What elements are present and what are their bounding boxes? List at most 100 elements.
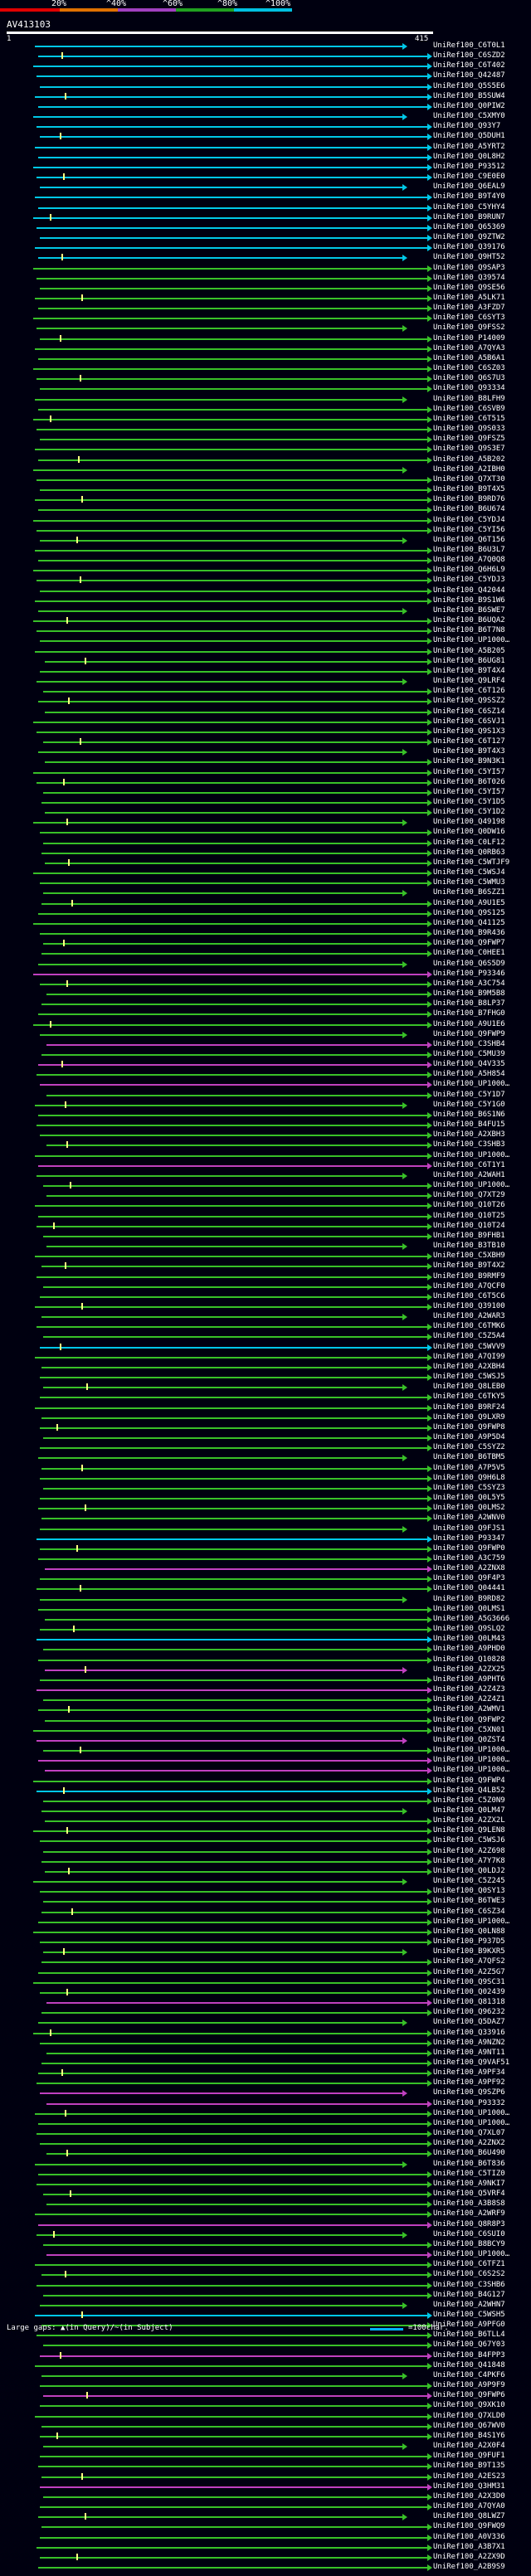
hit-label[interactable]: UniRef100_B8LP37 [433, 999, 505, 1009]
hit-label[interactable]: UniRef100_A7QI99 [433, 1352, 505, 1361]
hit-label[interactable]: UniRef100_Q41848 [433, 2360, 505, 2369]
hit-label[interactable]: UniRef100_A2WRF9 [433, 2209, 505, 2219]
hit-row[interactable]: UniRef100_B7FHG0 [0, 1009, 531, 1023]
hit-row[interactable]: UniRef100_C5YDJ3 [0, 576, 531, 589]
hit-row[interactable]: UniRef100_A2XBH4 [0, 1363, 531, 1376]
hit-row[interactable]: UniRef100_Q6T156 [0, 536, 531, 549]
hit-label[interactable]: UniRef100_Q33916 [433, 2028, 505, 2037]
hit-row[interactable]: UniRef100_A5G3666 [0, 1615, 531, 1628]
hit-row[interactable]: UniRef100_B9RD82 [0, 1595, 531, 1608]
hit-label[interactable]: UniRef100_Q9LRF4 [433, 677, 505, 686]
hit-label[interactable]: UniRef100_Q9FWP0 [433, 1543, 505, 1553]
hit-row[interactable]: UniRef100_C6SZ34 [0, 1908, 531, 1921]
hit-row[interactable]: UniRef100_Q49198 [0, 818, 531, 831]
hit-row[interactable]: UniRef100_C5SYZ3 [0, 1484, 531, 1497]
hit-label[interactable]: UniRef100_Q7XL07 [433, 2129, 505, 2138]
hit-row[interactable]: UniRef100_C6SZ03 [0, 364, 531, 377]
hit-label[interactable]: UniRef100_Q6H6L9 [433, 566, 505, 575]
hit-row[interactable]: UniRef100_A2ZX25 [0, 1665, 531, 1679]
hit-label[interactable]: UniRef100_UP1000… [433, 1766, 510, 1775]
hit-row[interactable]: UniRef100_B6T7N8 [0, 626, 531, 639]
hit-label[interactable]: UniRef100_C6T1Y1 [433, 1160, 505, 1169]
hit-row[interactable]: UniRef100_Q9SAP3 [0, 264, 531, 277]
hit-row[interactable]: UniRef100_Q9SSZ2 [0, 697, 531, 710]
hit-label[interactable]: UniRef100_B9RUN7 [433, 212, 505, 221]
hit-row[interactable]: UniRef100_A9PHD0 [0, 1645, 531, 1658]
hit-row[interactable]: UniRef100_Q0LMS1 [0, 1605, 531, 1618]
hit-label[interactable]: UniRef100_Q0ZST4 [433, 1735, 505, 1744]
hit-label[interactable]: UniRef100_A5B202 [433, 454, 505, 464]
hit-label[interactable]: UniRef100_C5WSJ6 [433, 1836, 505, 1845]
hit-row[interactable]: UniRef100_A7Y7K8 [0, 1857, 531, 1870]
hit-row[interactable]: UniRef100_Q9HT52 [0, 253, 531, 266]
hit-label[interactable]: UniRef100_Q6S5D9 [433, 959, 505, 968]
hit-row[interactable]: UniRef100_Q7XL07 [0, 2129, 531, 2142]
hit-label[interactable]: UniRef100_Q39176 [433, 243, 505, 252]
hit-row[interactable]: UniRef100_B6UG81 [0, 657, 531, 670]
hit-row[interactable]: UniRef100_Q9FWP8 [0, 1423, 531, 1436]
hit-label[interactable]: UniRef100_B9T4X2 [433, 1261, 505, 1271]
hit-row[interactable]: UniRef100_A9P5D4 [0, 1433, 531, 1446]
hit-row[interactable]: UniRef100_Q0SY13 [0, 1887, 531, 1900]
hit-label[interactable]: UniRef100_Q3HM31 [433, 2481, 505, 2491]
hit-row[interactable]: UniRef100_Q5DAZ7 [0, 2018, 531, 2031]
hit-label[interactable]: UniRef100_Q9SSZ2 [433, 697, 505, 706]
hit-row[interactable]: UniRef100_A9U1E6 [0, 1020, 531, 1033]
hit-row[interactable]: UniRef100_B8LFH9 [0, 395, 531, 408]
hit-row[interactable]: UniRef100_UP1000… [0, 1151, 531, 1164]
hit-row[interactable]: UniRef100_A7Q0Q8 [0, 556, 531, 569]
hit-label[interactable]: UniRef100_A5G3666 [433, 1614, 510, 1623]
hit-label[interactable]: UniRef100_Q0LN88 [433, 1927, 505, 1936]
hit-row[interactable]: UniRef100_C5YHY4 [0, 203, 531, 216]
hit-label[interactable]: UniRef100_B6U674 [433, 505, 505, 514]
hit-row[interactable]: UniRef100_B6TWE3 [0, 1897, 531, 1910]
hit-row[interactable]: UniRef100_Q9FWP0 [0, 1544, 531, 1558]
hit-label[interactable]: UniRef100_Q4LB52 [433, 1786, 505, 1795]
hit-label[interactable]: UniRef100_C6T0L1 [433, 41, 505, 50]
hit-label[interactable]: UniRef100_Q9FUF1 [433, 2452, 505, 2461]
hit-label[interactable]: UniRef100_A2Z698 [433, 1846, 505, 1855]
hit-label[interactable]: UniRef100_UP1000… [433, 2118, 510, 2127]
hit-label[interactable]: UniRef100_Q0LM43 [433, 1635, 505, 1644]
hit-row[interactable]: UniRef100_A2WAR3 [0, 1312, 531, 1325]
hit-row[interactable]: UniRef100_A2WNV0 [0, 1514, 531, 1527]
hit-label[interactable]: UniRef100_Q7XT30 [433, 474, 505, 484]
hit-row[interactable]: UniRef100_C5WVV9 [0, 1343, 531, 1356]
hit-row[interactable]: UniRef100_UP1000… [0, 1766, 531, 1779]
hit-label[interactable]: UniRef100_C5Y1D5 [433, 798, 505, 806]
hit-row[interactable]: UniRef100_UP1000… [0, 1917, 531, 1931]
hit-label[interactable]: UniRef100_Q6EAL9 [433, 182, 505, 192]
hit-label[interactable]: UniRef100_Q8LEB0 [433, 1383, 505, 1392]
hit-label[interactable]: UniRef100_C6TFZ1 [433, 2260, 505, 2269]
hit-label[interactable]: UniRef100_B9RF24 [433, 1402, 505, 1412]
hit-row[interactable]: UniRef100_C6T126 [0, 687, 531, 700]
hit-row[interactable]: UniRef100_Q81318 [0, 1998, 531, 2011]
hit-row[interactable]: UniRef100_C5Y1D5 [0, 798, 531, 811]
hit-row[interactable]: UniRef100_A2WAH1 [0, 1171, 531, 1184]
hit-label[interactable]: UniRef100_C9E0E0 [433, 173, 505, 182]
hit-row[interactable]: UniRef100_UP1000… [0, 636, 531, 649]
hit-row[interactable]: UniRef100_UP1000… [0, 2109, 531, 2122]
hit-label[interactable]: UniRef100_A9PHT6 [433, 1674, 505, 1684]
hit-label[interactable]: UniRef100_Q10T26 [433, 1201, 505, 1210]
hit-label[interactable]: UniRef100_Q8R8P3 [433, 2219, 505, 2228]
hit-row[interactable]: UniRef100_A2ZNX2 [0, 2139, 531, 2152]
hit-row[interactable]: UniRef100_P93346 [0, 970, 531, 983]
hit-row[interactable]: UniRef100_B3TB10 [0, 1242, 531, 1255]
hit-label[interactable]: UniRef100_Q41125 [433, 918, 505, 927]
hit-label[interactable]: UniRef100_A2ZX2L [433, 1816, 505, 1825]
hit-row[interactable]: UniRef100_A5H854 [0, 1070, 531, 1083]
hit-row[interactable]: UniRef100_Q0RB63 [0, 848, 531, 862]
hit-label[interactable]: UniRef100_C6T127 [433, 737, 505, 746]
hit-row[interactable]: UniRef100_C5WSJ6 [0, 1836, 531, 1849]
hit-label[interactable]: UniRef100_A5LK71 [433, 294, 505, 302]
hit-row[interactable]: UniRef100_P14009 [0, 334, 531, 348]
hit-label[interactable]: UniRef100_Q9VAF51 [433, 2058, 510, 2067]
hit-label[interactable]: UniRef100_B6T7N8 [433, 626, 505, 635]
hit-row[interactable]: UniRef100_UP1000… [0, 1080, 531, 1093]
hit-row[interactable]: UniRef100_Q0L8H2 [0, 153, 531, 166]
hit-label[interactable]: UniRef100_Q9FWP6 [433, 2391, 505, 2400]
hit-label[interactable]: UniRef100_A2X3D0 [433, 2491, 505, 2501]
hit-label[interactable]: UniRef100_A9PF34 [433, 2068, 505, 2078]
hit-label[interactable]: UniRef100_Q0LMS1 [433, 1604, 505, 1613]
